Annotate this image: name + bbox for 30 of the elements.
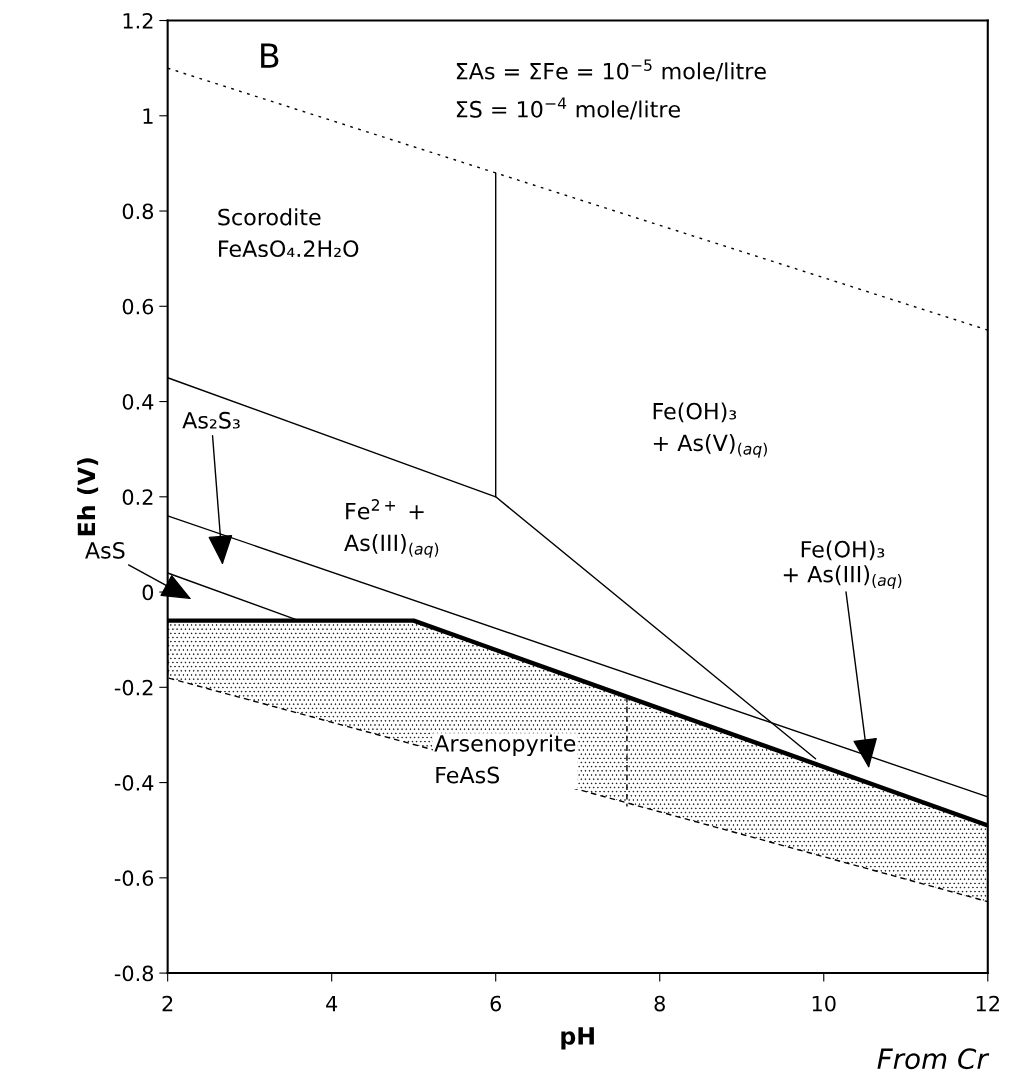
y-tick-label: 1: [143, 108, 153, 124]
x-axis-title: pH: [561, 1027, 594, 1050]
annotation: B: [261, 43, 279, 68]
y-tick-label: -0.6: [114, 870, 154, 887]
x-tick-label: 4: [326, 995, 338, 1012]
annotation: Fe$^{2+}$ + As(III)$_{(aq)}$: [344, 499, 439, 558]
annotation: Arsenopyrite FeAsS: [434, 734, 576, 784]
annotation: ΣAs = ΣFe = 10$^{−5}$ mole/litre: [456, 59, 766, 82]
annotation: Fe(OH)₃ + As(III)$_{(aq)}$: [783, 540, 902, 590]
annotation: Fe(OH)₃ + As(V)$_{(aq)}$: [653, 402, 767, 458]
y-tick-label: -0.4: [114, 775, 154, 791]
annotation: As₂S₃: [182, 411, 240, 429]
y-tick-label: 0.6: [122, 298, 154, 315]
x-tick-label: 10: [812, 995, 836, 1012]
y-tick-label: 1.2: [123, 12, 153, 29]
y-axis-title: Eh (V): [77, 458, 99, 536]
y-tick-label: 0.4: [122, 394, 154, 410]
annotation: Scorodite FeAsO₄.2H₂O: [218, 208, 359, 258]
y-tick-label: 0.2: [122, 489, 153, 506]
y-tick-label: 0: [142, 584, 154, 601]
x-tick-label: 6: [490, 995, 502, 1012]
y-tick-label: 0.8: [122, 203, 154, 220]
x-tick-label: 8: [654, 995, 665, 1012]
x-tick-label: 12: [976, 995, 999, 1012]
text: From Cr: [877, 1048, 990, 1070]
y-tick-label: -0.2: [114, 679, 153, 696]
x-tick-label: 2: [162, 995, 173, 1012]
annotation: ΣS = 10$^{−4}$ mole/litre: [456, 97, 680, 120]
y-tick-label: -0.8: [114, 965, 154, 982]
text: AsS: [85, 541, 125, 559]
